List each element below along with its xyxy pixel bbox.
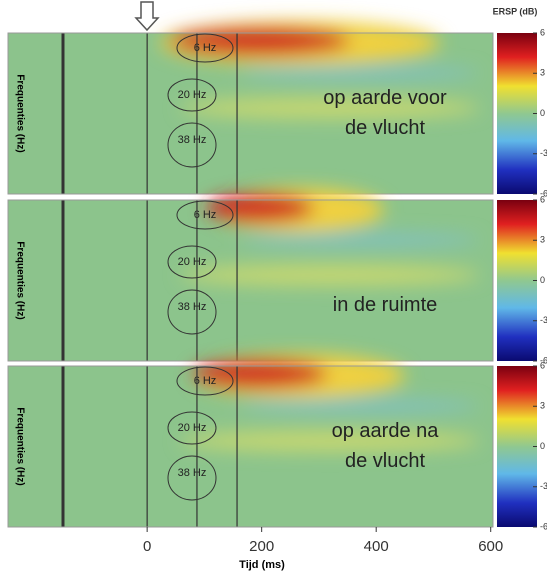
colorbar-tick-label: 3 xyxy=(540,401,545,411)
contour-label: 20 Hz xyxy=(178,422,207,434)
x-tick-label: 200 xyxy=(249,538,274,555)
colorbar-tick-label: -3 xyxy=(540,315,547,325)
colorbar xyxy=(497,33,537,194)
contour-label: 38 Hz xyxy=(178,301,207,313)
colorbar-tick-label: 0 xyxy=(540,275,545,285)
x-tick-label: 0 xyxy=(143,538,151,555)
colorbar-tick-label: 6 xyxy=(540,27,545,37)
panel-label: op aarde voor xyxy=(323,87,447,109)
colorbar xyxy=(497,366,537,527)
colorbar-tick-label: 3 xyxy=(540,235,545,245)
colorbar-tick-label: -6 xyxy=(540,521,547,531)
contour-label: 38 Hz xyxy=(178,134,207,146)
panel-label: de vlucht xyxy=(345,117,425,139)
colorbar-tick-label: 6 xyxy=(540,360,545,370)
colorbar-tick-label: 3 xyxy=(540,68,545,78)
y-axis-label: Frequenties (Hz) xyxy=(14,241,25,319)
colorbar-tick-label: 6 xyxy=(540,194,545,204)
figure: ERSP (dB) Tijd (ms) Frequenties (Hz)6 Hz… xyxy=(0,0,547,575)
cool-band xyxy=(240,67,480,79)
cool-band xyxy=(240,234,480,246)
contour-label: 20 Hz xyxy=(178,256,207,268)
contour-label: 38 Hz xyxy=(178,467,207,479)
x-tick-label: 400 xyxy=(364,538,389,555)
cool-band xyxy=(240,400,480,412)
panel-label: de vlucht xyxy=(345,450,425,472)
warm-band xyxy=(180,265,480,285)
x-axis-label: Tijd (ms) xyxy=(239,559,285,571)
y-axis-label: Frequenties (Hz) xyxy=(14,407,25,485)
arrow xyxy=(136,2,158,30)
panel-label: in de ruimte xyxy=(333,294,438,316)
contour-label: 20 Hz xyxy=(178,89,207,101)
colorbar-tick-label: 0 xyxy=(540,441,545,451)
colorbar-tick-label: 0 xyxy=(540,108,545,118)
x-tick-label: 600 xyxy=(478,538,503,555)
colorbar-tick-label: -3 xyxy=(540,481,547,491)
panel-label: op aarde na xyxy=(332,420,440,442)
colorbar xyxy=(497,200,537,361)
hot-spot xyxy=(206,194,314,222)
colorbar-tick-label: -3 xyxy=(540,148,547,158)
y-axis-label: Frequenties (Hz) xyxy=(14,74,25,152)
colorbar-label: ERSP (dB) xyxy=(493,6,538,16)
